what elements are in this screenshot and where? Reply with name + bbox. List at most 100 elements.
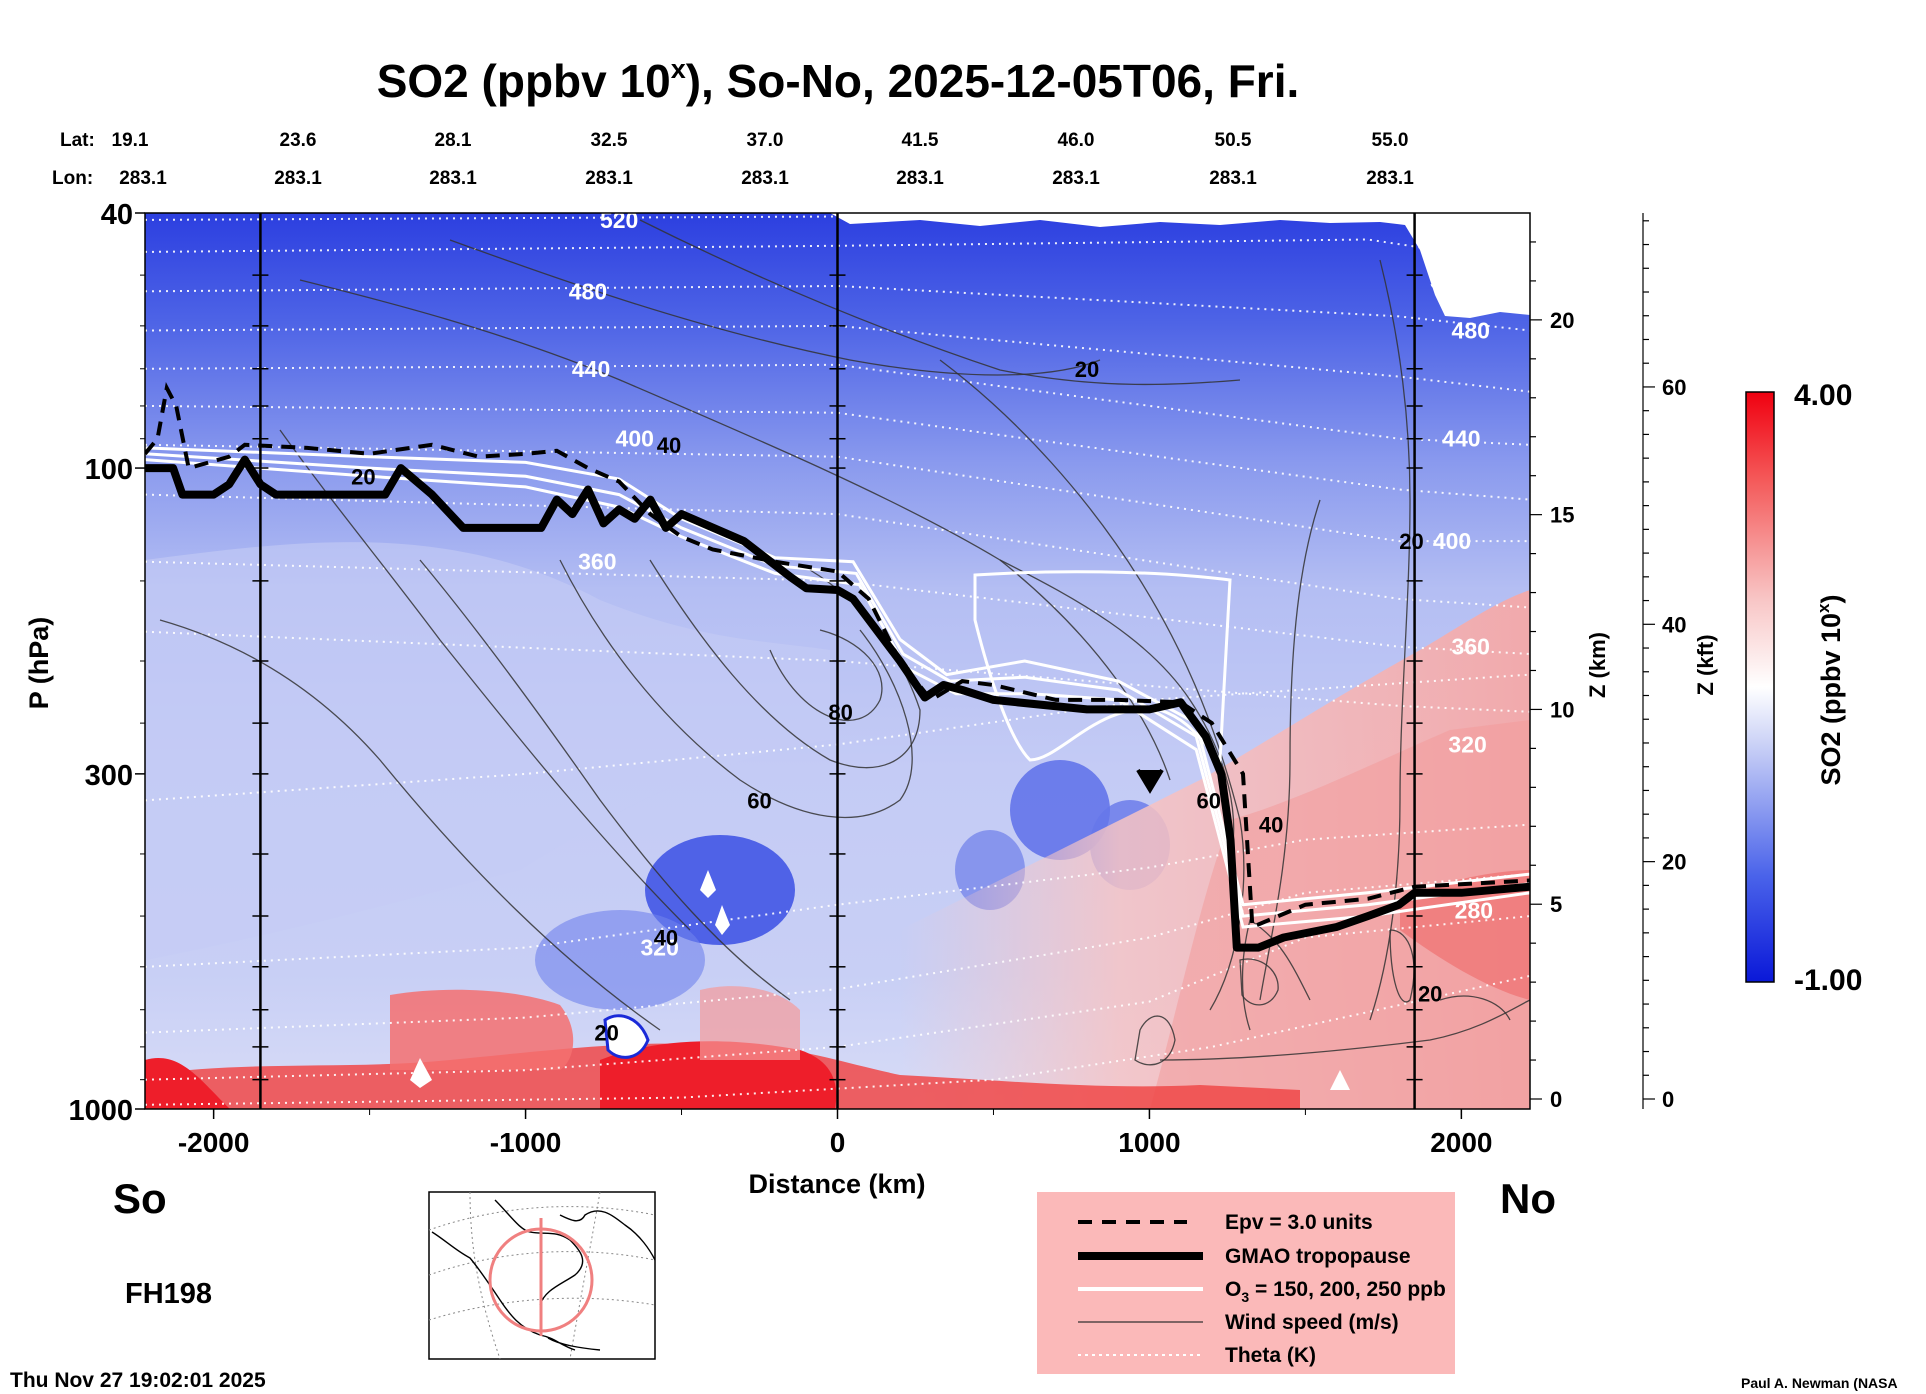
lat-value: 37.0 <box>747 130 784 151</box>
z-km-tick-label: 10 <box>1550 697 1574 722</box>
z-kft-axis-title: Z (kft) <box>1693 634 1718 695</box>
lat-value: 41.5 <box>902 130 939 151</box>
wind-contour <box>999 559 1235 861</box>
blue-blob <box>1010 760 1110 860</box>
chart-title: SO2 (ppbv 10x), So-No, 2025-12-05T06, Fr… <box>377 54 1300 107</box>
lon-value: 283.1 <box>429 168 477 189</box>
colorbar-max-label: 4.00 <box>1794 379 1852 412</box>
theta-label: 480 <box>1452 317 1490 343</box>
blue-blob <box>535 910 705 1010</box>
red-plume <box>390 989 574 1070</box>
contour-labels: 520 480 440 400 360 320 480 440 400 360 320 280 52 20… <box>351 207 1493 1046</box>
z-kft-tick-label: 20 <box>1662 850 1686 875</box>
white-pocket <box>700 870 716 898</box>
credit: Paul A. Newman (NASA <box>1741 1375 1898 1391</box>
legend-theta-label: Theta (K) <box>1225 1344 1316 1367</box>
z-km-tick-label: 20 <box>1550 308 1574 333</box>
white-pocket <box>715 905 730 935</box>
wind-label: 40 <box>1259 813 1283 838</box>
legend-epv-label: Epv = 3.0 units <box>1225 1211 1373 1234</box>
theta-label: 320 <box>1448 732 1486 758</box>
z-km-axis-title: Z (km) <box>1585 632 1610 698</box>
theta-contour <box>145 974 1530 1106</box>
theta-contour <box>145 284 1530 332</box>
x-tick-label: 2000 <box>1430 1127 1492 1158</box>
theta-contour <box>145 630 1530 713</box>
wind-label: 60 <box>1196 788 1220 813</box>
x-tick-label: -1000 <box>490 1127 562 1158</box>
missing-data-region <box>830 213 1530 318</box>
p-tick-label: 300 <box>85 760 133 792</box>
colorbar-title: SO2 (ppbv 10x) <box>1814 594 1846 785</box>
theta-label: 320 <box>641 935 679 961</box>
wind-contour <box>769 629 883 722</box>
north-label: No <box>1500 1175 1556 1222</box>
x-axis-title: Distance (km) <box>748 1169 925 1199</box>
lon-value: 283.1 <box>1209 168 1257 189</box>
wind-contour <box>1259 499 1321 1001</box>
light-band <box>145 542 830 960</box>
theta-label: 280 <box>1455 897 1493 923</box>
tropopause-notch <box>1136 768 1164 794</box>
lon-value: 283.1 <box>119 168 167 189</box>
z-kft-tick-label: 60 <box>1662 375 1686 400</box>
wind-label: 20 <box>1418 981 1442 1006</box>
theta-label: 400 <box>1433 528 1471 554</box>
timestamp: Thu Nov 27 19:02:01 2025 <box>10 1369 266 1392</box>
coastline <box>431 1199 656 1351</box>
legend-wind-label: Wind speed (m/s) <box>1225 1311 1399 1334</box>
south-label: So <box>113 1175 167 1222</box>
wind-label: 20 <box>1399 529 1423 554</box>
gmao-tropopause-line <box>145 455 1530 952</box>
p-tick-label: 40 <box>101 199 133 231</box>
theta-label: 520 <box>600 207 638 233</box>
p-tick-label: 1000 <box>68 1095 133 1127</box>
wind-speed-contours <box>159 219 1530 1066</box>
z-km-tick-label: 15 <box>1550 503 1574 528</box>
wind-contour <box>559 559 913 818</box>
wind-contour <box>449 239 1101 376</box>
wind-label: 20 <box>1075 357 1099 382</box>
lat-value: 28.1 <box>435 130 472 151</box>
lat-lon-header: Lat: Lon: 19.1 23.6 28.1 32.5 37.0 41.5 46.0 50.5… <box>52 130 1414 189</box>
lon-value: 283.1 <box>896 168 944 189</box>
epv-line <box>145 381 1530 930</box>
theta-label: 480 <box>569 278 607 304</box>
forecast-hour: FH198 <box>125 1278 212 1310</box>
red-plume <box>1400 870 1530 1000</box>
theta-contour <box>145 560 1530 655</box>
white-pocket <box>410 1058 432 1088</box>
white-pocket <box>1330 1070 1350 1090</box>
wind-label: 40 <box>654 925 678 950</box>
wind-label: 20 <box>351 464 375 489</box>
lat-value: 19.1 <box>112 130 149 151</box>
lat-value: 32.5 <box>591 130 628 151</box>
wind-contour <box>1134 1015 1176 1066</box>
tropopause-line <box>145 455 1530 952</box>
lat-row-label: Lat: <box>60 130 95 151</box>
lat-value: 23.6 <box>280 130 317 151</box>
wind-label: 40 <box>657 433 681 458</box>
wind-contour <box>279 429 691 931</box>
wind-contour <box>419 559 791 1001</box>
wind-contour <box>1439 995 1511 1021</box>
z-kft-tick-label: 40 <box>1662 612 1686 637</box>
wind-label: 60 <box>747 788 771 813</box>
ozone-isopleth <box>145 452 1530 918</box>
inset-map <box>428 1191 656 1360</box>
lon-row-label: Lon: <box>52 168 93 189</box>
wind-label: 80 <box>828 700 852 725</box>
wind-contour <box>159 619 661 1031</box>
x-tick-label: 1000 <box>1118 1127 1180 1158</box>
theta-label: 360 <box>1452 634 1490 660</box>
lat-value: 55.0 <box>1372 130 1409 151</box>
x-tick-label: 0 <box>830 1127 846 1158</box>
lat-value: 50.5 <box>1215 130 1252 151</box>
theta-label: 52 <box>1430 268 1456 294</box>
p-tick-label: 100 <box>85 454 133 486</box>
theta-label: 400 <box>616 426 654 452</box>
legend-tropopause-label: GMAO tropopause <box>1225 1245 1411 1268</box>
wind-contour <box>639 219 1241 386</box>
theta-label: 360 <box>578 549 616 575</box>
